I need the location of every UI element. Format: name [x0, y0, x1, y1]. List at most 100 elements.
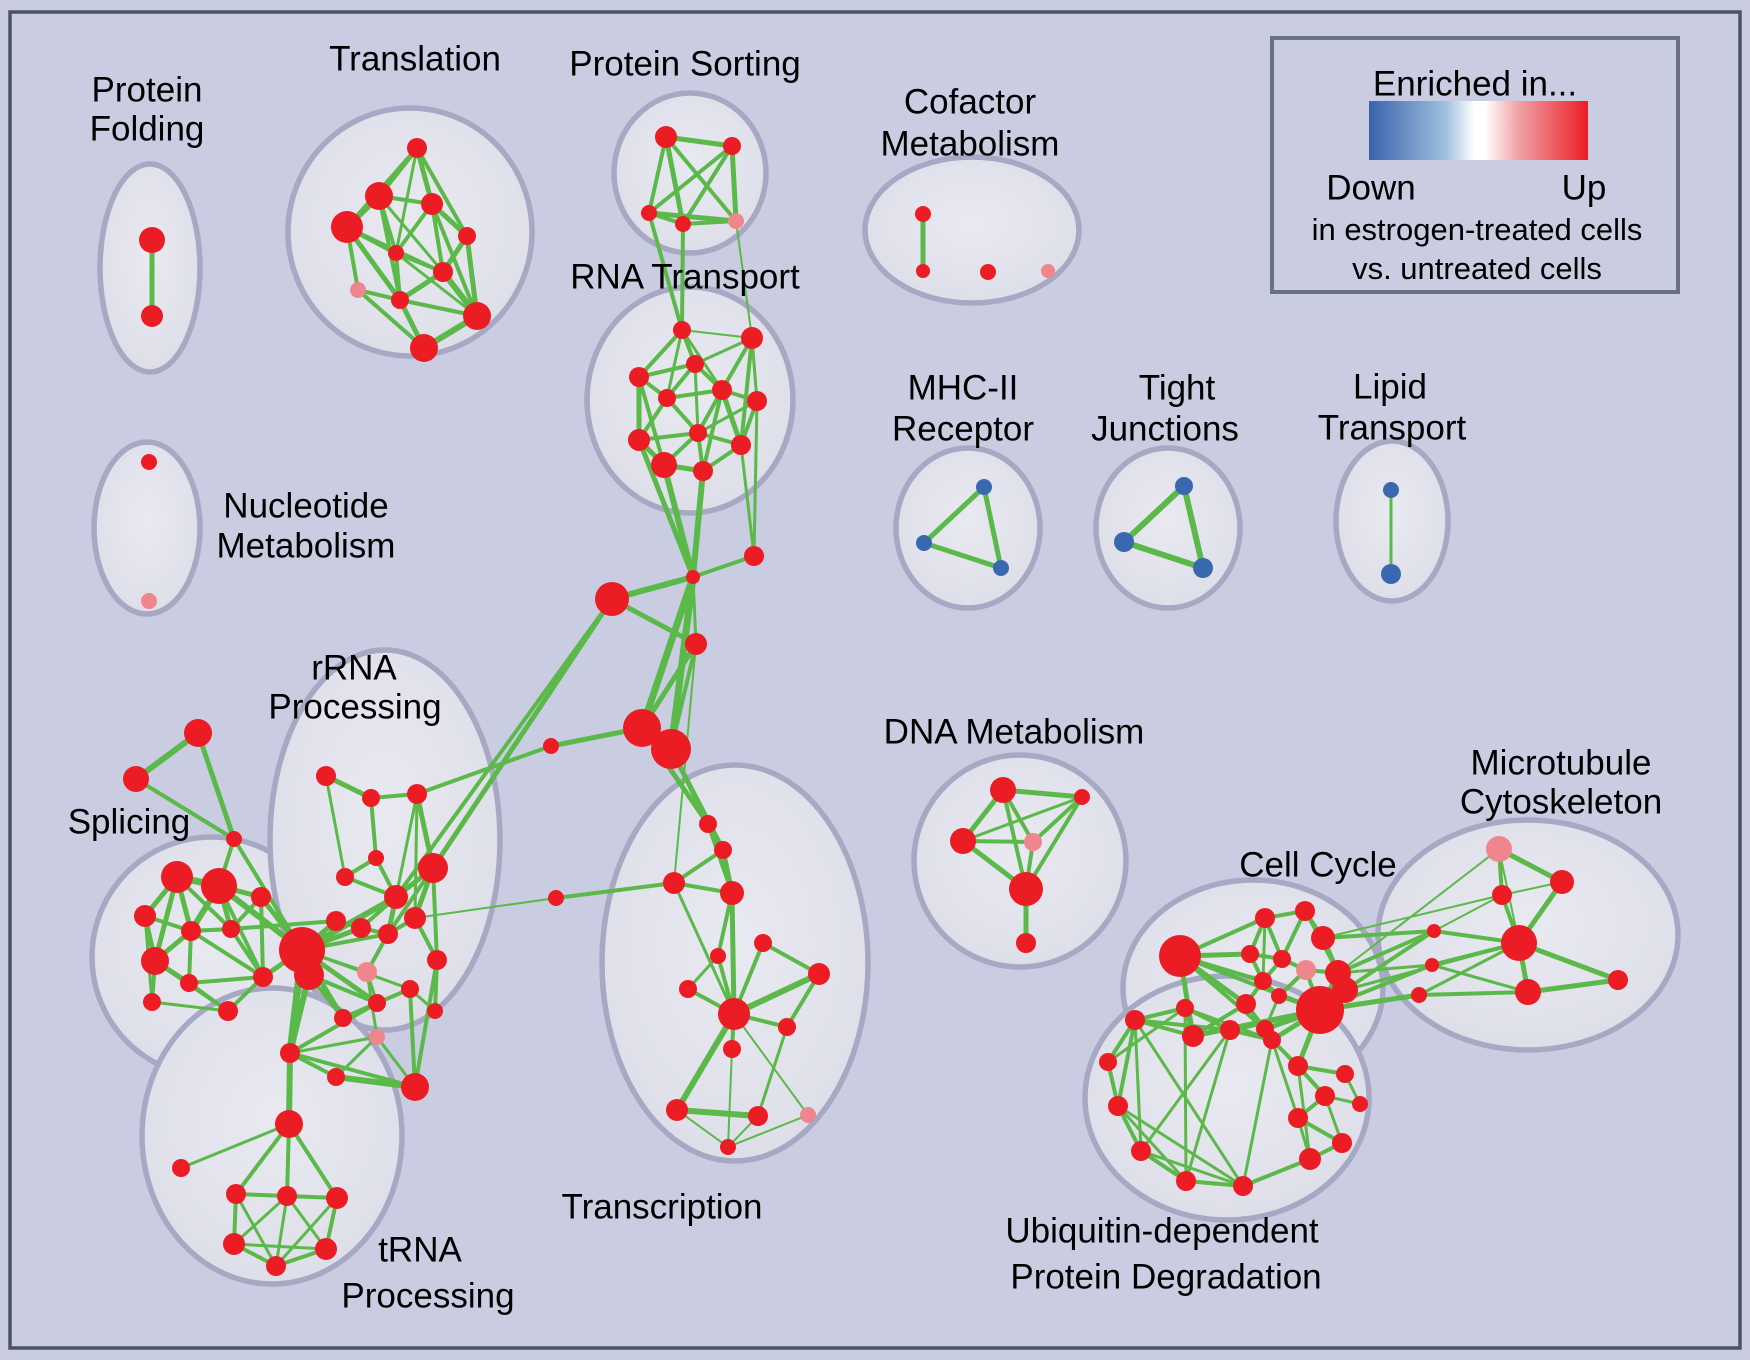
- node-translation-5: [388, 245, 404, 261]
- edge-sorting: [681, 144, 734, 226]
- node-splicing-4: [201, 868, 237, 904]
- node-rrna-10: [404, 907, 426, 929]
- node-rna-4: [658, 389, 676, 407]
- edge-ubi: [1241, 1038, 1274, 1188]
- edge-sorting: [681, 219, 738, 226]
- node-pf-1: [141, 305, 163, 327]
- edge-sorting: [647, 144, 734, 215]
- cluster-label-mhc2-line2: Receptor: [892, 409, 1034, 448]
- edge-rrna: [324, 774, 347, 879]
- cluster-label-transcription: Transcription: [562, 1187, 763, 1226]
- legend-subtitle-line2: vs. untreated cells: [1352, 251, 1602, 286]
- node-rrna-15: [401, 980, 419, 998]
- edge-sorting: [647, 135, 668, 215]
- edge-transcription: [727, 1114, 809, 1148]
- edge-transcription: [674, 1107, 761, 1119]
- edge-ubi: [1270, 1038, 1300, 1120]
- node-splicing-10: [180, 974, 198, 992]
- node-conn-4: [623, 709, 661, 747]
- edge-conn: [691, 554, 756, 579]
- cluster-label-cofactor-line2: Metabolism: [881, 124, 1060, 163]
- edge-inter: [735, 220, 753, 339]
- edge-transcription: [729, 890, 737, 1017]
- edge-inter: [1322, 894, 1503, 939]
- node-sorting-2: [641, 205, 657, 221]
- network-nodes-layer: [123, 126, 1628, 1276]
- edge-transcription: [674, 1011, 737, 1113]
- node-rrna-5: [418, 853, 448, 883]
- edge-sorting: [663, 134, 686, 227]
- cluster-label-mt-line2: Cytoskeleton: [1460, 782, 1662, 821]
- node-trna-11: [369, 1029, 385, 1045]
- edge-splicing: [187, 975, 265, 985]
- edge-conn: [638, 573, 697, 732]
- node-cc-6: [1296, 960, 1316, 980]
- edge-sorting: [663, 134, 735, 149]
- edge-inter: [680, 222, 685, 332]
- node-splicing-11: [253, 967, 273, 987]
- edge-rrna: [394, 792, 419, 899]
- node-tight-2: [1193, 558, 1213, 578]
- node-rrna-4: [336, 868, 354, 886]
- edge-rna: [637, 375, 666, 467]
- cluster-label-ubi-line1: Ubiquitin-dependent: [1005, 1211, 1319, 1250]
- node-trna-8: [266, 1256, 286, 1276]
- node-transcription-2: [663, 872, 685, 894]
- cluster-label-lipid-line1: Lipid: [1353, 367, 1427, 406]
- node-cc-0: [1159, 935, 1201, 977]
- edge-sorting: [646, 210, 739, 224]
- node-pf-0: [139, 227, 165, 253]
- cluster-label-cofactor-line1: Cofactor: [904, 82, 1037, 121]
- node-transcription-14: [800, 1107, 816, 1123]
- node-transcription-0: [699, 815, 717, 833]
- edge-rrna: [413, 792, 419, 920]
- cluster-label-nucleotide-line1: Nucleotide: [223, 486, 388, 525]
- node-lipid-1: [1381, 564, 1401, 584]
- edge-inter: [673, 643, 697, 884]
- node-transcription-10: [778, 1018, 796, 1036]
- legend-up-label: Up: [1562, 168, 1607, 207]
- node-ubi-15: [1263, 1031, 1281, 1049]
- node-rrna-17: [334, 1009, 352, 1027]
- node-mhc2-2: [993, 560, 1009, 576]
- edge-ubi: [1116, 1018, 1137, 1108]
- edge-inter: [739, 443, 756, 558]
- node-dna-4: [1009, 872, 1043, 906]
- node-rrna-6: [384, 885, 408, 909]
- edge-rrna: [369, 796, 378, 860]
- node-transcription-3: [720, 881, 744, 905]
- node-ubi-6: [1288, 1108, 1308, 1128]
- node-trna-10: [401, 1073, 429, 1101]
- node-rna-7: [689, 424, 707, 442]
- edge-transcription: [733, 1013, 809, 1116]
- edge-trna: [274, 1194, 289, 1268]
- node-ubi-3: [1336, 1065, 1354, 1083]
- edge-rna: [701, 388, 724, 473]
- node-ubi-11: [1131, 1141, 1151, 1161]
- edge-transcription: [756, 1025, 789, 1118]
- edge-trna: [288, 1051, 417, 1089]
- node-ubi-9: [1099, 1053, 1117, 1071]
- node-cofactor-1: [916, 264, 930, 278]
- edge-trna: [287, 1122, 339, 1200]
- edge-transcription: [706, 822, 734, 895]
- legend-gradient-bar: [1369, 101, 1588, 160]
- node-dna-2: [950, 828, 976, 854]
- node-rrna-1: [362, 789, 380, 807]
- edge-inter: [661, 462, 696, 580]
- edge-splicing: [134, 777, 236, 841]
- cluster-ellipse-tight: [1093, 445, 1243, 611]
- legend-down-label: Down: [1326, 168, 1415, 207]
- node-ubi-13: [1233, 1176, 1253, 1196]
- edge-ubi: [1241, 1157, 1312, 1188]
- edge-transcription: [554, 881, 676, 900]
- node-translation-0: [407, 138, 427, 158]
- node-rna-6: [747, 391, 767, 411]
- node-sorting-0: [655, 126, 677, 148]
- node-dna-0: [990, 777, 1016, 803]
- node-ubi-4: [1315, 1086, 1335, 1106]
- cluster-label-tight-line1: Tight: [1139, 368, 1216, 407]
- edge-mt: [1430, 963, 1530, 994]
- node-mt-7: [1515, 979, 1541, 1005]
- node-splicing-12: [218, 1001, 238, 1021]
